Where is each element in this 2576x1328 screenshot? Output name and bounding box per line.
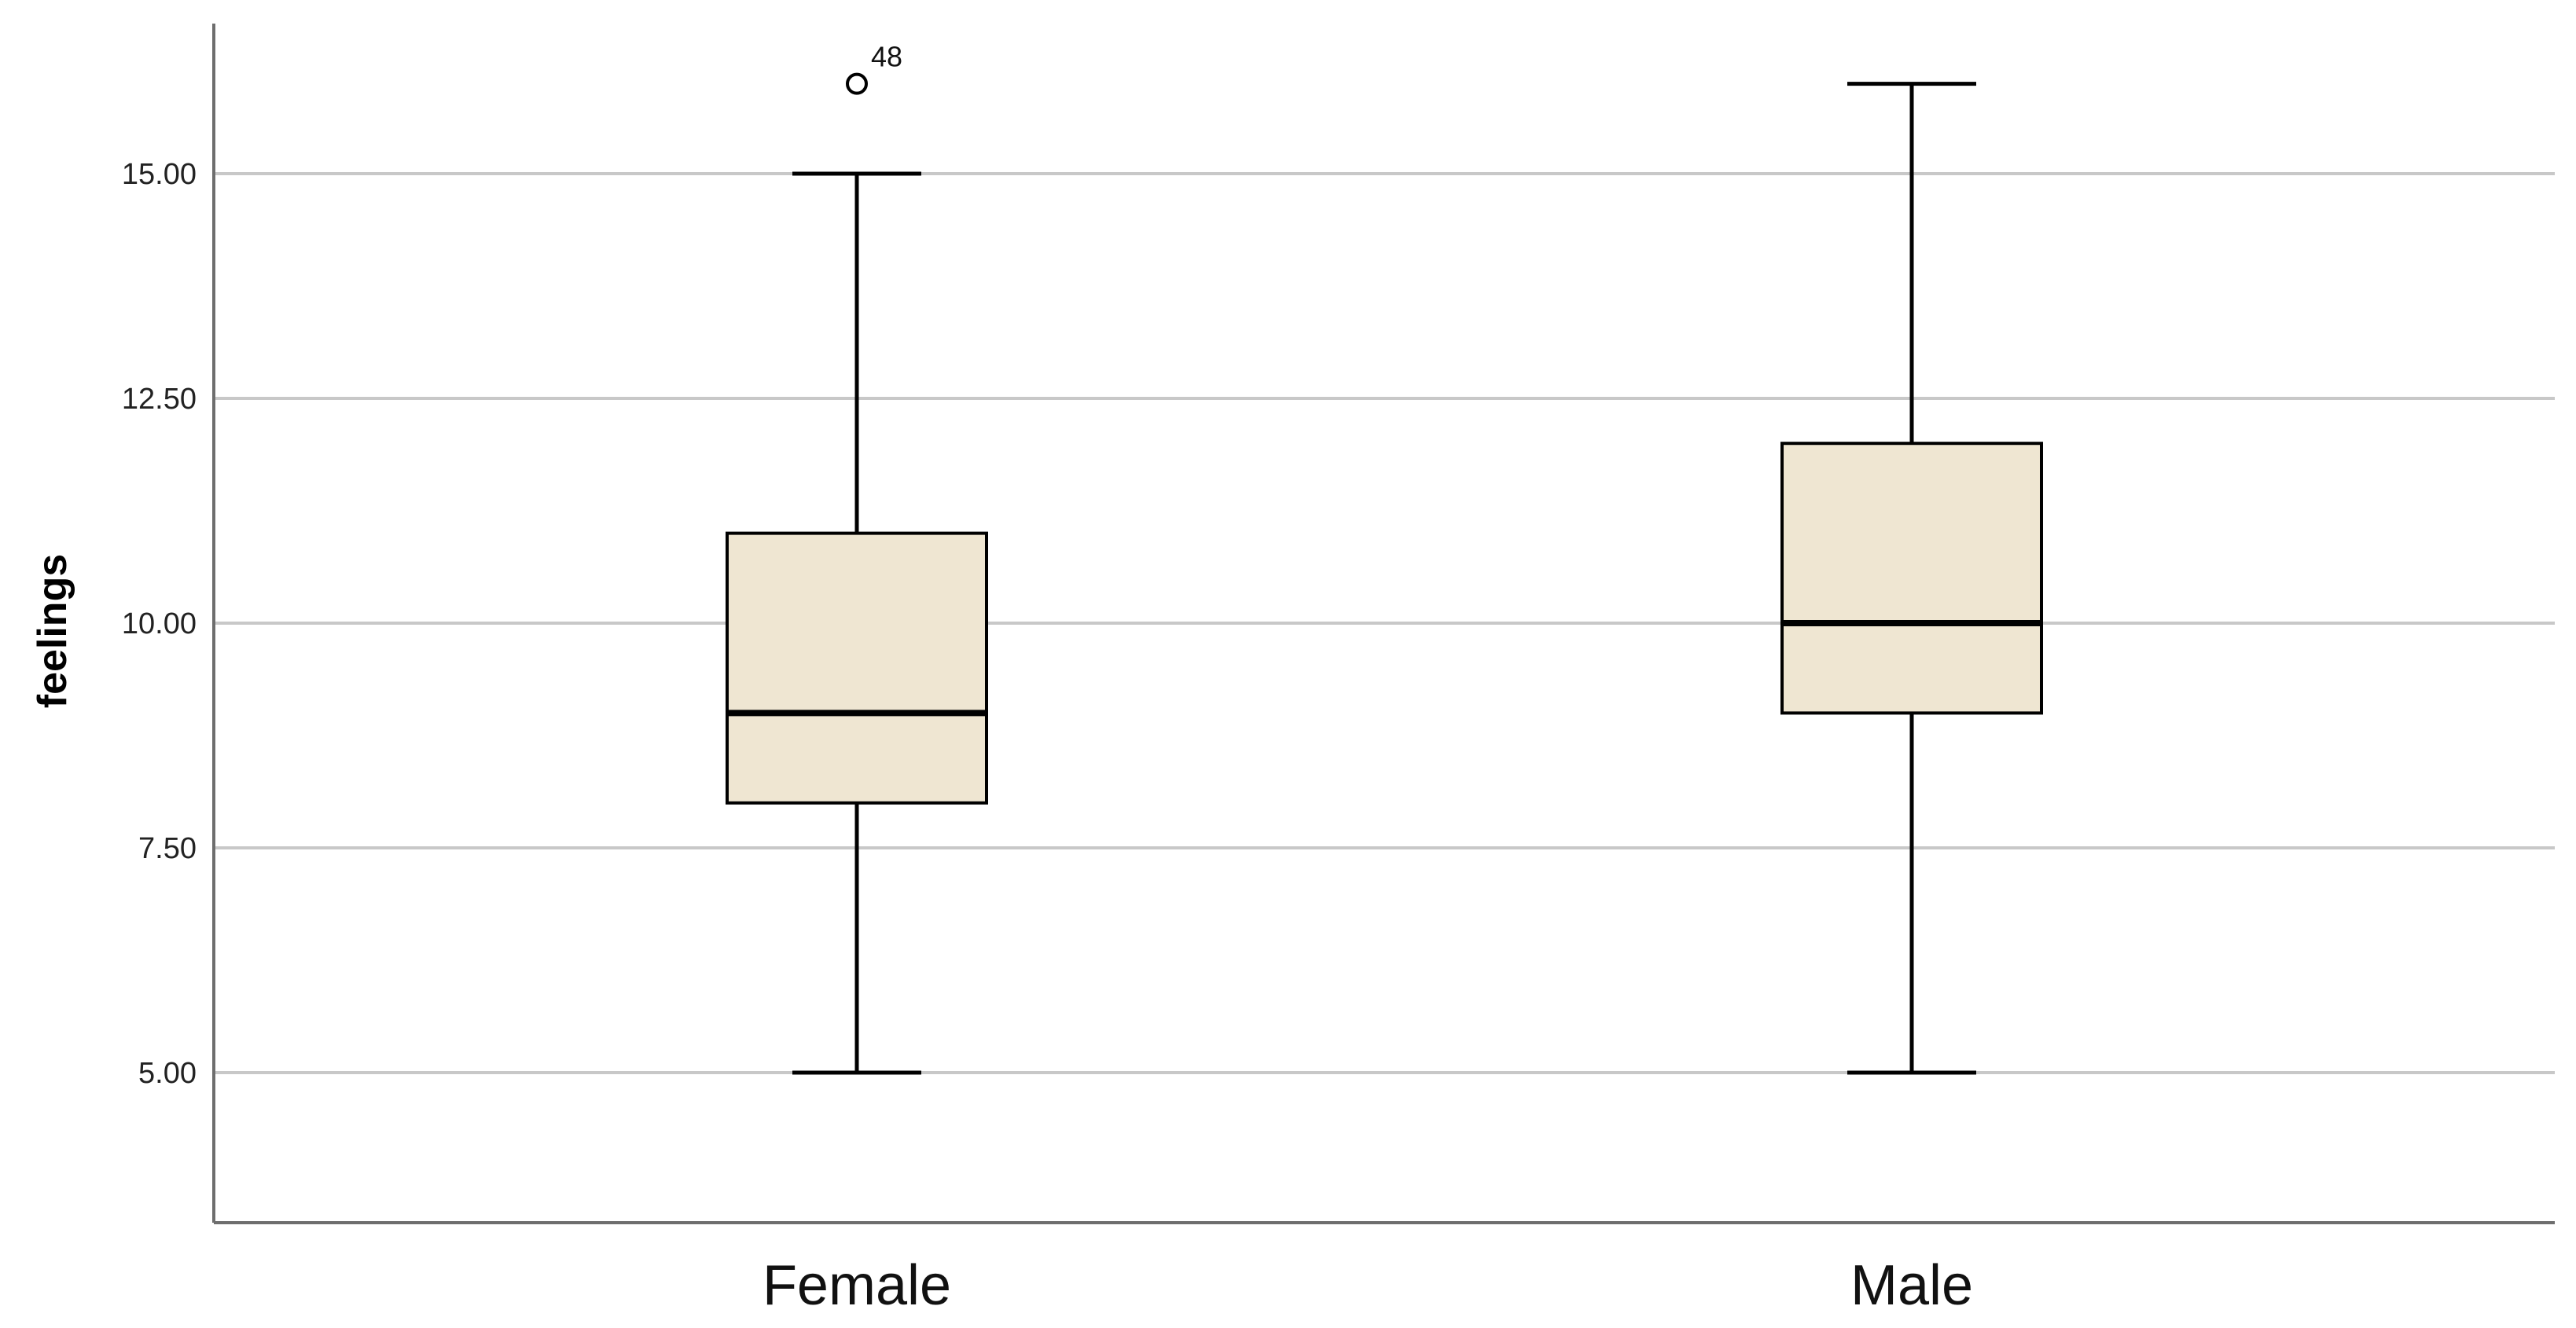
y-tick-label: 5.00 — [138, 1057, 197, 1090]
y-tick-labels: 5.00 7.50 10.00 12.50 15.00 — [122, 158, 197, 1090]
outlier-label: 48 — [871, 41, 902, 73]
x-category-label: Male — [1850, 1254, 1973, 1317]
y-axis-title: feelings — [30, 554, 75, 709]
x-category-label: Female — [763, 1254, 951, 1317]
axes — [212, 24, 2555, 1224]
y-tick-label: 10.00 — [122, 607, 197, 640]
iqr-box — [1780, 442, 2043, 715]
category-labels: Female Male — [763, 1254, 1973, 1317]
y-tick-label: 12.50 — [122, 383, 197, 416]
iqr-box — [726, 531, 988, 805]
box-male — [1780, 82, 2043, 1075]
outlier-point — [846, 72, 868, 95]
gridlines — [214, 172, 2555, 1074]
y-tick-label: 15.00 — [122, 158, 197, 191]
boxes: 48 — [726, 41, 2043, 1075]
box-female: 48 — [726, 41, 988, 1075]
y-tick-label: 7.50 — [138, 832, 197, 865]
